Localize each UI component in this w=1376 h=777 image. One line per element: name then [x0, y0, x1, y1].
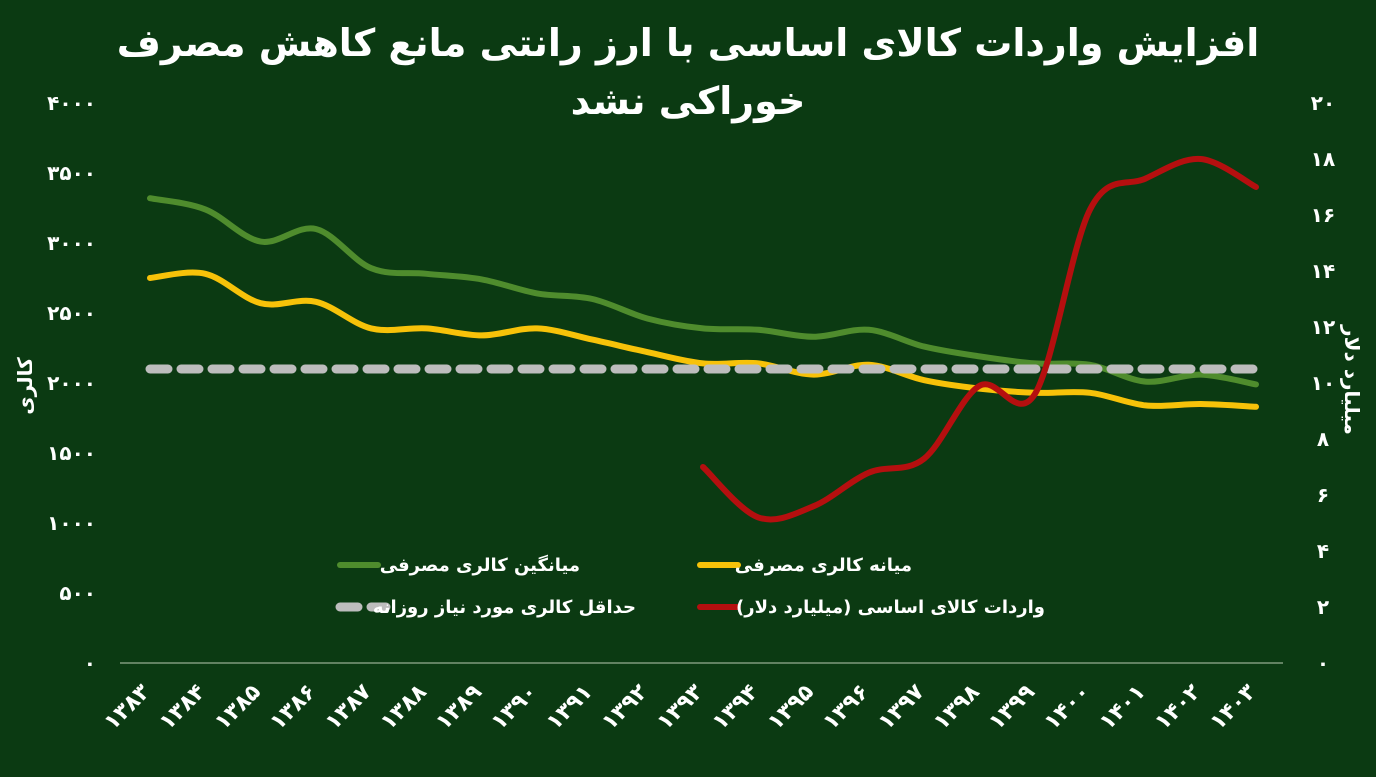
- y-right-tick-label: ۱۴: [1311, 259, 1335, 283]
- y-left-tick-label: ۲۰۰۰: [47, 371, 96, 395]
- x-tick-label: ۱۴۰۲: [1150, 679, 1206, 735]
- chart-title-line2: خوراکی نشد: [570, 79, 806, 123]
- y-right-tick-label: ۸: [1317, 427, 1329, 451]
- y-right-tick-label: ۲۰: [1311, 91, 1335, 115]
- y-left-tick-label: ۲۵۰۰: [47, 301, 96, 325]
- legend-label: میانگین کالری مصرفی: [380, 554, 580, 576]
- legend-label: واردات کالای اساسی (میلیارد دلار): [736, 597, 1045, 618]
- x-tick-label: ۱۴۰۳: [1206, 679, 1262, 735]
- y-right-tick-label: ۶: [1317, 483, 1329, 507]
- x-tick-label: ۱۳۹۶: [818, 680, 874, 736]
- x-tick-label: ۱۳۹۱: [542, 680, 598, 736]
- y-right-tick-label: ۱۸: [1311, 147, 1335, 171]
- legend-label: میانه کالری مصرفی: [735, 555, 912, 576]
- x-tick-label: ۱۳۸۷: [321, 679, 377, 735]
- y-left-tick-label: ۰: [84, 651, 96, 675]
- x-tick-label: ۱۳۹۸: [929, 679, 985, 735]
- series-median-calorie-line: [147, 269, 1259, 410]
- x-tick-label: ۱۳۸۶: [265, 680, 321, 736]
- y-left-tick-label: ۱۰۰۰: [47, 511, 96, 535]
- x-tick-label: ۱۳۸۴: [155, 680, 211, 736]
- x-tick-label: ۱۳۸۳: [100, 679, 156, 735]
- x-tick-label: ۱۳۹۲: [597, 679, 653, 735]
- x-tick-label: ۱۳۹۹: [984, 680, 1040, 736]
- legend-label: حداقل کالری مورد نیاز روزانه: [373, 597, 636, 618]
- x-tick-label: ۱۳۸۹: [431, 680, 487, 736]
- x-tick-label: ۱۴۰۰: [1040, 680, 1096, 736]
- y-left-tick-label: ۳۵۰۰: [47, 161, 96, 185]
- chart-title: افزایش واردات کالای اساسی با ارز رانتی م…: [0, 14, 1376, 130]
- y-left-tick-label: ۳۰۰۰: [47, 231, 96, 255]
- x-tick-label: ۱۳۹۴: [708, 680, 764, 736]
- chart-title-line1: افزایش واردات کالای اساسی با ارز رانتی م…: [116, 21, 1260, 65]
- y-right-tick-label: ۴: [1317, 539, 1329, 563]
- series-imports-line: [700, 155, 1259, 523]
- x-tick-label: ۱۳۹۰: [487, 680, 543, 736]
- x-tick-label: ۱۳۹۳: [653, 679, 709, 735]
- y-right-tick-label: ۱۲: [1311, 315, 1335, 339]
- x-tick-label: ۱۴۰۱: [1095, 680, 1151, 736]
- y-left-tick-label: ۱۵۰۰: [47, 441, 96, 465]
- y-right-tick-label: ۱۶: [1311, 203, 1335, 227]
- x-tick-label: ۱۳۹۵: [763, 680, 819, 736]
- x-tick-label: ۱۳۹۷: [874, 679, 930, 735]
- y-left-tick-label: ۴۰۰۰: [47, 91, 96, 115]
- y-left-tick-label: ۵۰۰: [59, 581, 96, 605]
- y-right-tick-label: ۲: [1317, 595, 1329, 619]
- x-tick-label: ۱۳۸۸: [376, 679, 432, 735]
- x-tick-label: ۱۳۸۵: [210, 680, 266, 736]
- series-avg-calorie-line: [147, 195, 1259, 388]
- y-right-tick-label: ۰: [1317, 651, 1329, 675]
- y-right-tick-label: ۱۰: [1311, 371, 1335, 395]
